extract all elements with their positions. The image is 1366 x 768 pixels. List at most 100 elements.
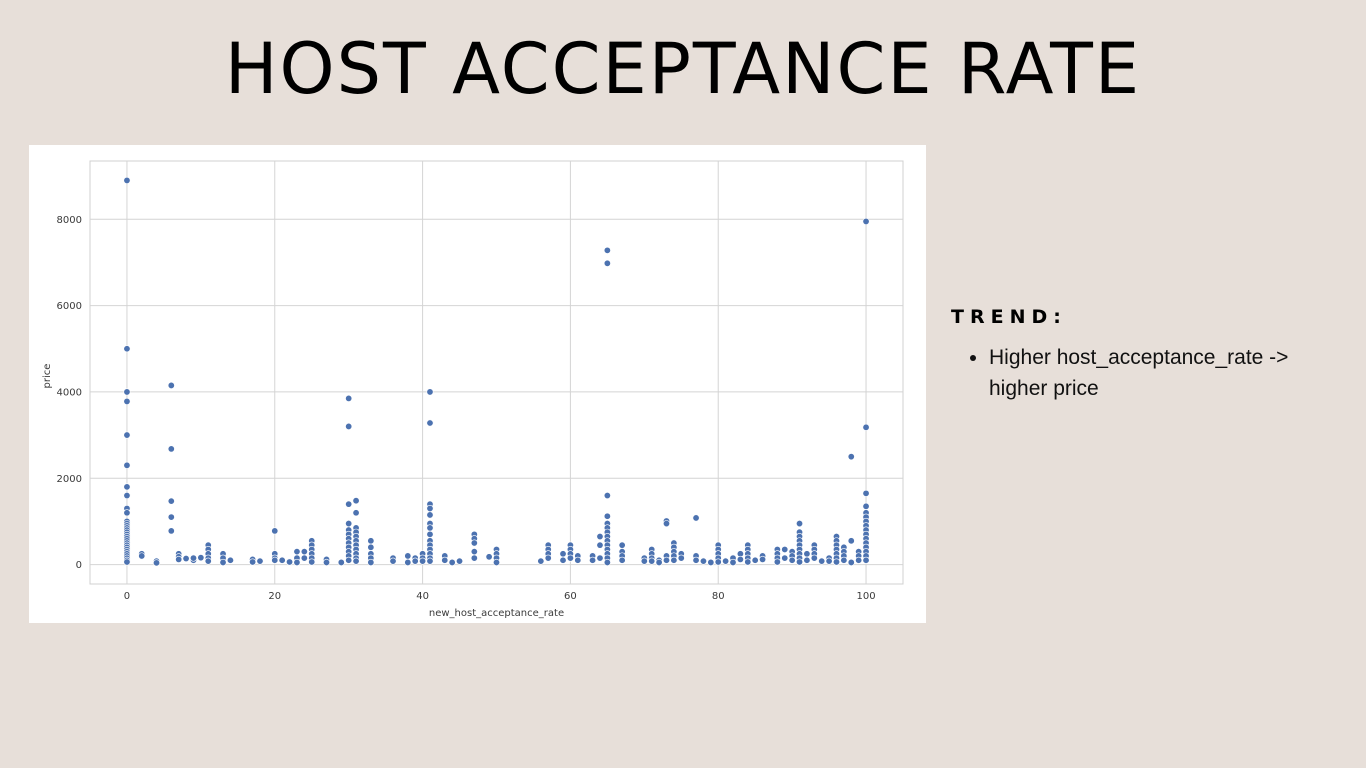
scatter-point [123, 492, 131, 500]
scatter-point [345, 520, 353, 528]
x-axis-label: new_host_acceptance_rate [429, 608, 564, 619]
scatter-point [278, 556, 286, 564]
scatter-point [123, 176, 131, 184]
scatter-point [618, 541, 626, 549]
scatter-point [123, 397, 131, 405]
trend-bullet: Higher host_acceptance_rate -> higher pr… [989, 342, 1351, 404]
scatter-point [470, 539, 478, 547]
y-tick-label: 2000 [57, 474, 82, 485]
scatter-point [352, 557, 360, 565]
scatter-point [426, 388, 434, 396]
scatter-point [544, 554, 552, 562]
scatter-point [796, 558, 804, 566]
scatter-point [367, 537, 375, 545]
scatter-point [426, 419, 434, 427]
scatter-point [226, 556, 234, 564]
scatter-chart-panel: 0 20 40 60 80 100 0 2000 4000 6000 8000 new_host_a… [29, 145, 926, 623]
scatter-point [662, 520, 670, 528]
x-tick-label: 80 [712, 591, 725, 602]
scatter-point [123, 461, 131, 469]
scatter-point [537, 557, 545, 565]
trend-panel: TREND: Higher host_acceptance_rate -> hi… [951, 306, 1351, 404]
scatter-point [714, 558, 722, 566]
scatter-point [818, 557, 826, 565]
scatter-point [367, 558, 375, 566]
scatter-point [603, 246, 611, 254]
scatter-point [367, 543, 375, 551]
scatter-point [293, 558, 301, 566]
data-points [123, 176, 870, 567]
scatter-point [249, 558, 257, 566]
scatter-point [389, 557, 397, 565]
y-tick-label: 8000 [57, 215, 82, 226]
scatter-point [337, 558, 345, 566]
scatter-point [677, 554, 685, 562]
scatter-point [781, 554, 789, 562]
scatter-point [167, 527, 175, 535]
scatter-point [470, 548, 478, 556]
scatter-point [736, 555, 744, 563]
scatter-point [847, 558, 855, 566]
scatter-point [832, 558, 840, 566]
scatter-point [803, 556, 811, 564]
scatter-point [648, 557, 656, 565]
scatter-point [862, 502, 870, 510]
x-tick-label: 100 [856, 591, 875, 602]
scatter-point [862, 556, 870, 564]
scatter-point [456, 557, 464, 565]
scatter-point [670, 556, 678, 564]
scatter-point [788, 556, 796, 564]
scatter-point [419, 557, 427, 565]
scatter-point [662, 556, 670, 564]
scatter-point [123, 509, 131, 517]
scatter-point [603, 259, 611, 267]
scatter-point [855, 556, 863, 564]
scatter-point [744, 558, 752, 566]
scatter-point [448, 558, 456, 566]
x-tick-label: 0 [124, 591, 130, 602]
scatter-point [153, 559, 161, 567]
scatter-point [426, 504, 434, 512]
scatter-point [470, 554, 478, 562]
scatter-point [197, 554, 205, 562]
scatter-point [123, 558, 131, 566]
y-axis-label: price [42, 364, 53, 389]
scatter-point [862, 489, 870, 497]
scatter-point [345, 394, 353, 402]
x-tick-label: 40 [416, 591, 429, 602]
scatter-point [308, 558, 316, 566]
scatter-point [323, 558, 331, 566]
y-tick-label: 4000 [57, 387, 82, 398]
scatter-point [722, 557, 730, 565]
scatter-point [219, 558, 227, 566]
scatter-point [352, 509, 360, 517]
scatter-point [729, 558, 737, 566]
scatter-point [352, 497, 360, 505]
tick-labels: 0 20 40 60 80 100 0 2000 4000 6000 8000 [57, 215, 876, 602]
scatter-point [810, 554, 818, 562]
scatter-point [404, 558, 412, 566]
scatter-point [426, 557, 434, 565]
x-tick-label: 20 [268, 591, 281, 602]
scatter-point [707, 558, 715, 566]
scatter-point [167, 381, 175, 389]
scatter-point [123, 345, 131, 353]
scatter-point [574, 556, 582, 564]
scatter-point [123, 431, 131, 439]
y-tick-label: 6000 [57, 301, 82, 312]
scatter-point [640, 557, 648, 565]
plot-area [89, 160, 904, 585]
scatter-point [345, 556, 353, 564]
scatter-point [485, 553, 493, 561]
scatter-point [426, 524, 434, 532]
scatter-point [138, 552, 146, 560]
scatter-point [847, 453, 855, 461]
scatter-point [596, 554, 604, 562]
scatter-point [796, 520, 804, 528]
scatter-point [286, 558, 294, 566]
scatter-point [167, 445, 175, 453]
scatter-point [123, 483, 131, 491]
scatter-point [182, 555, 190, 563]
scatter-point [426, 530, 434, 538]
scatter-point [189, 554, 197, 562]
